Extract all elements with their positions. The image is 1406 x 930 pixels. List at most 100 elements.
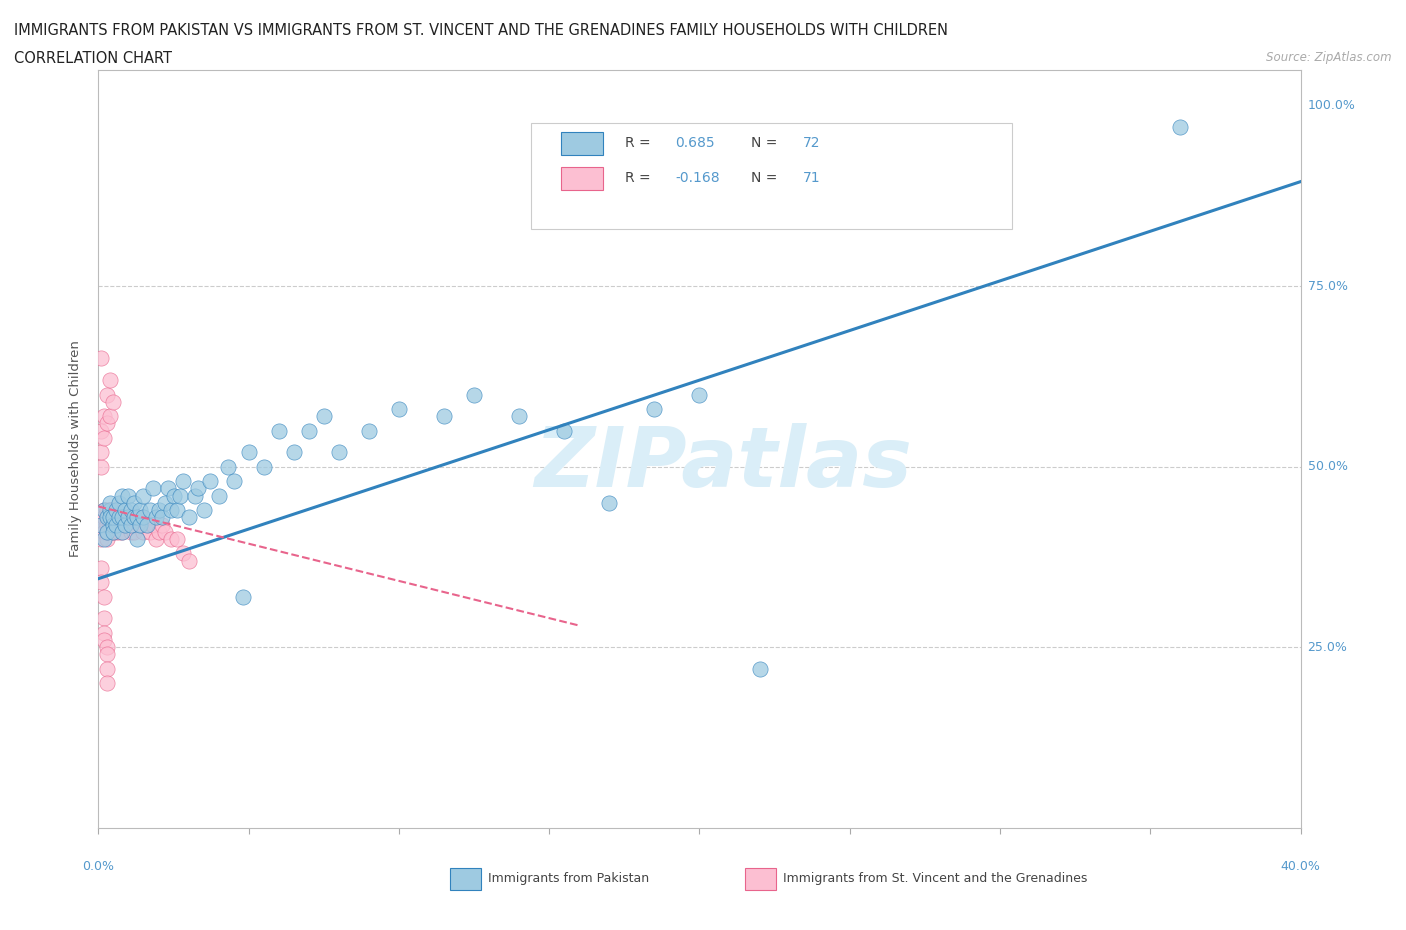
Text: ZIPatlas: ZIPatlas [534, 423, 912, 504]
Point [135, 517, 157, 532]
FancyBboxPatch shape [561, 166, 603, 190]
Point [100, 502, 122, 517]
Text: Immigrants from Pakistan: Immigrants from Pakistan [488, 872, 650, 885]
Point [688, 387, 710, 402]
Point [96, 647, 118, 662]
Point [121, 525, 143, 539]
Point [96, 676, 118, 691]
Point [169, 488, 191, 503]
Text: -0.168: -0.168 [675, 171, 720, 185]
Text: 25.0%: 25.0% [1308, 641, 1347, 654]
Point [150, 510, 173, 525]
Point [643, 402, 665, 417]
Y-axis label: Family Households with Children: Family Households with Children [69, 340, 83, 557]
Point [111, 488, 134, 503]
Point [145, 532, 167, 547]
Point [93, 409, 115, 424]
Point [172, 473, 194, 488]
Point [208, 488, 231, 503]
Text: Immigrants from St. Vincent and the Grenadines: Immigrants from St. Vincent and the Gren… [783, 872, 1087, 885]
Point [124, 525, 146, 539]
Point [100, 517, 122, 532]
Point [90, 351, 112, 365]
Point [96, 525, 118, 539]
Point [148, 525, 170, 539]
Text: R =: R = [624, 171, 655, 185]
Point [117, 510, 139, 525]
Point [111, 510, 134, 525]
Point [124, 517, 146, 532]
Point [238, 445, 260, 459]
Point [114, 502, 136, 517]
Point [145, 510, 167, 525]
Point [90, 423, 112, 438]
Point [129, 502, 152, 517]
Point [598, 496, 620, 511]
Point [103, 525, 125, 539]
Point [135, 517, 157, 532]
Point [127, 532, 149, 547]
Point [96, 525, 118, 539]
Point [267, 423, 290, 438]
Text: 75.0%: 75.0% [1308, 280, 1347, 293]
Text: N =: N = [751, 171, 782, 185]
Text: 40.0%: 40.0% [1281, 860, 1320, 873]
Point [132, 488, 155, 503]
Point [114, 517, 136, 532]
Point [141, 517, 163, 532]
Point [90, 532, 112, 547]
Point [90, 445, 112, 459]
Text: R =: R = [624, 137, 655, 151]
Point [177, 510, 200, 525]
Point [105, 517, 128, 532]
Point [103, 394, 125, 409]
Text: 100.0%: 100.0% [1308, 100, 1355, 113]
Point [108, 496, 131, 511]
Point [121, 502, 143, 517]
Point [90, 561, 112, 576]
Point [96, 517, 118, 532]
Point [96, 532, 118, 547]
Point [90, 510, 112, 525]
Point [90, 575, 112, 590]
Point [153, 496, 176, 511]
Point [108, 510, 131, 525]
Point [105, 517, 128, 532]
Text: CORRELATION CHART: CORRELATION CHART [14, 51, 172, 66]
Point [96, 510, 118, 525]
Point [138, 502, 160, 517]
Point [93, 611, 115, 626]
Point [127, 510, 149, 525]
Point [312, 409, 335, 424]
Point [111, 525, 134, 539]
Point [132, 510, 155, 525]
Point [183, 488, 205, 503]
Point [108, 510, 131, 525]
Point [156, 481, 179, 496]
Point [463, 387, 485, 402]
Point [117, 510, 139, 525]
Point [108, 517, 131, 532]
Point [90, 517, 112, 532]
Point [114, 517, 136, 532]
Point [96, 640, 118, 655]
Text: N =: N = [751, 137, 782, 151]
Point [433, 409, 456, 424]
Point [93, 431, 115, 445]
Point [298, 423, 321, 438]
Text: 50.0%: 50.0% [1308, 460, 1347, 473]
FancyBboxPatch shape [531, 123, 1012, 229]
Point [111, 510, 134, 525]
Point [150, 517, 173, 532]
Point [111, 525, 134, 539]
Point [127, 510, 149, 525]
Point [90, 459, 112, 474]
Point [553, 423, 575, 438]
Point [153, 525, 176, 539]
Point [357, 423, 380, 438]
Point [100, 510, 122, 525]
Point [117, 488, 139, 503]
Point [103, 510, 125, 525]
Point [124, 496, 146, 511]
Point [96, 416, 118, 431]
